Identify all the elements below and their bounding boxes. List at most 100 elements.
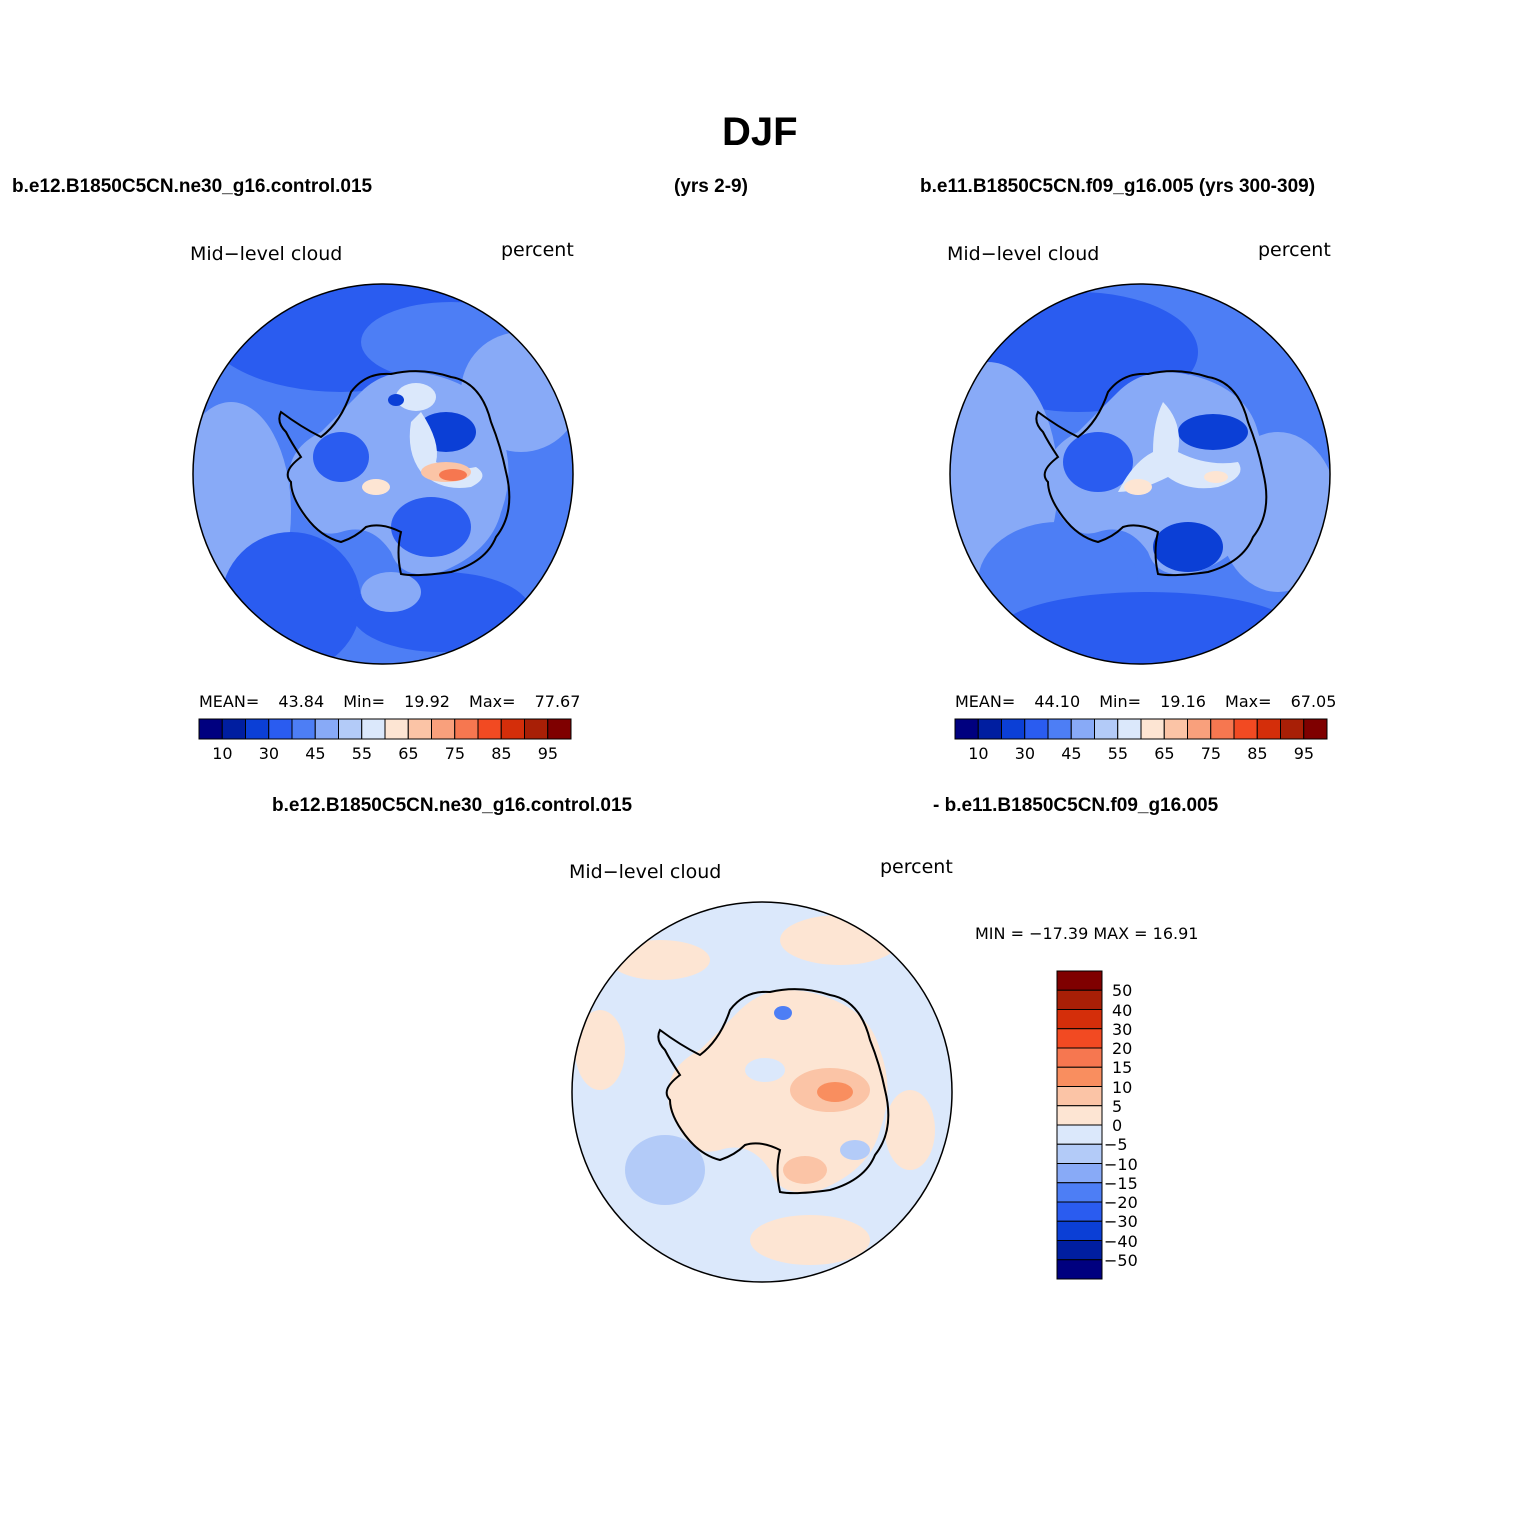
panel2-mean-label: MEAN= (955, 692, 1016, 711)
panel3-units: percent (880, 856, 953, 878)
colorbar-swatch (1140, 718, 1165, 740)
colorbar-swatch (291, 718, 316, 740)
colorbar-swatch (361, 718, 386, 740)
colorbar-swatch (1117, 718, 1142, 740)
colorbar-tick-label: 10 (968, 744, 989, 763)
colorbar-tick-label: 40 (1112, 1000, 1133, 1020)
colorbar-swatch (500, 718, 525, 740)
colorbar-swatch (1056, 1124, 1103, 1145)
colorbar-swatch (1047, 718, 1072, 740)
panel1-max: 77.67 (534, 692, 581, 711)
colorbar-tick-label: 55 (1107, 744, 1129, 763)
panel2-map (949, 283, 1331, 665)
colorbar-swatch (977, 718, 1002, 740)
colorbar-swatch (1094, 718, 1119, 740)
colorbar-swatch (384, 718, 409, 740)
colorbar-swatch (1070, 718, 1095, 740)
years-left-label: (yrs 2-9) (674, 176, 748, 197)
colorbar-tick-label: 20 (1112, 1039, 1133, 1058)
colorbar-swatch (1056, 1201, 1103, 1222)
colorbar-tick-label: −20 (1104, 1193, 1138, 1212)
colorbar-tick-label: 65 (1154, 744, 1175, 763)
colorbar-swatch (954, 718, 979, 740)
panel1-min-label: Min= (343, 692, 386, 711)
colorbar-tick-label: 15 (1112, 1058, 1133, 1078)
colorbar-tick-label: −5 (1104, 1135, 1128, 1155)
colorbar-tick-label: 45 (305, 744, 326, 763)
panel2-stats: MEAN= 44.10 Min= 19.16 Max= 67.05 (955, 692, 1336, 711)
panel3-variable: Mid−level cloud (569, 861, 722, 883)
colorbar-swatch (1163, 718, 1188, 740)
colorbar-swatch (1056, 1143, 1103, 1164)
diff-case-a-label: b.e12.B1850C5CN.ne30_g16.control.015 (272, 795, 633, 816)
panel2-colorbar (954, 718, 1328, 740)
diff-case-b-label: - b.e11.B1850C5CN.f09_g16.005 (933, 795, 1219, 816)
colorbar-swatch (1056, 1066, 1103, 1087)
colorbar-swatch (314, 718, 339, 740)
colorbar-swatch (1056, 970, 1103, 991)
colorbar-tick-label: 30 (258, 744, 280, 763)
panel3-minmax: MIN = −17.39 MAX = 16.91 (975, 924, 1199, 943)
colorbar-swatch (524, 718, 549, 740)
colorbar-tick-label: 30 (1014, 744, 1036, 763)
colorbar-swatch (221, 718, 246, 740)
colorbar-tick-label: 0 (1112, 1116, 1123, 1135)
colorbar-tick-label: 5 (1112, 1096, 1123, 1116)
colorbar-swatch (1187, 718, 1212, 740)
colorbar-tick-label: 95 (1293, 744, 1315, 763)
panel1-map (192, 283, 574, 665)
colorbar-swatch (1056, 1182, 1103, 1203)
colorbar-tick-label: 50 (1112, 981, 1133, 1001)
colorbar-swatch (1024, 718, 1049, 740)
colorbar-swatch (1056, 1220, 1103, 1241)
colorbar-swatch (1056, 1047, 1103, 1068)
panel2-min: 19.16 (1160, 692, 1206, 711)
colorbar-swatch (1280, 718, 1305, 740)
colorbar-swatch (1056, 1240, 1103, 1261)
panel2-variable: Mid−level cloud (947, 243, 1100, 265)
colorbar-tick-label: 55 (351, 744, 373, 763)
colorbar-tick-label: 75 (1200, 744, 1222, 763)
diff-map (571, 901, 953, 1283)
colorbar-swatch (1056, 1163, 1103, 1184)
colorbar-tick-label: 10 (212, 744, 233, 763)
colorbar-swatch (431, 718, 456, 740)
colorbar-swatch (1233, 718, 1258, 740)
colorbar-swatch (1303, 718, 1328, 740)
panel1-mean-label: MEAN= (199, 692, 260, 711)
colorbar-tick-label: 85 (1247, 744, 1268, 763)
colorbar-swatch (407, 718, 432, 740)
colorbar-swatch (245, 718, 270, 740)
colorbar-swatch (1056, 1105, 1103, 1126)
colorbar-tick-label: −30 (1104, 1212, 1138, 1232)
case-right-label: b.e11.B1850C5CN.f09_g16.005 (yrs 300-309… (920, 176, 1316, 197)
panel1-colorbar (198, 718, 572, 740)
colorbar-swatch (1210, 718, 1235, 740)
colorbar-swatch (1056, 1086, 1103, 1107)
panel2-max: 67.05 (1290, 692, 1337, 711)
colorbar-swatch (198, 718, 223, 740)
colorbar-swatch (1001, 718, 1026, 740)
diff-colorbar-ticks: 50 40 30 20 15 10 5 0 −5 −10 −15 −20 −30 −40 −50 (1104, 971, 1168, 1279)
colorbar-tick-label: −15 (1104, 1173, 1138, 1193)
colorbar-tick-label: 85 (491, 744, 512, 763)
panel2-colorbar-ticks: 10 30 45 55 65 75 85 95 (955, 744, 1327, 764)
colorbar-tick-label: 30 (1112, 1019, 1133, 1039)
colorbar-swatch (477, 718, 502, 740)
panel1-stats: MEAN= 43.84 Min= 19.92 Max= 77.67 (199, 692, 580, 711)
panel1-units: percent (501, 239, 574, 261)
colorbar-swatch (1056, 1028, 1103, 1049)
panel2-min-label: Min= (1099, 692, 1142, 711)
colorbar-tick-label: 45 (1061, 744, 1082, 763)
colorbar-tick-label: −40 (1104, 1231, 1138, 1251)
colorbar-tick-label: 75 (444, 744, 466, 763)
case-left-label: b.e12.B1850C5CN.ne30_g16.control.015 (12, 176, 373, 197)
colorbar-tick-label: −50 (1104, 1250, 1138, 1270)
figure-title: DJF (722, 110, 798, 154)
colorbar-swatch (1056, 1259, 1103, 1280)
panel1-colorbar-ticks: 10 30 45 55 65 75 85 95 (199, 744, 571, 764)
colorbar-swatch (1056, 989, 1103, 1010)
colorbar-swatch (268, 718, 293, 740)
diff-colorbar (1056, 970, 1103, 1280)
panel1-variable: Mid−level cloud (190, 243, 343, 265)
